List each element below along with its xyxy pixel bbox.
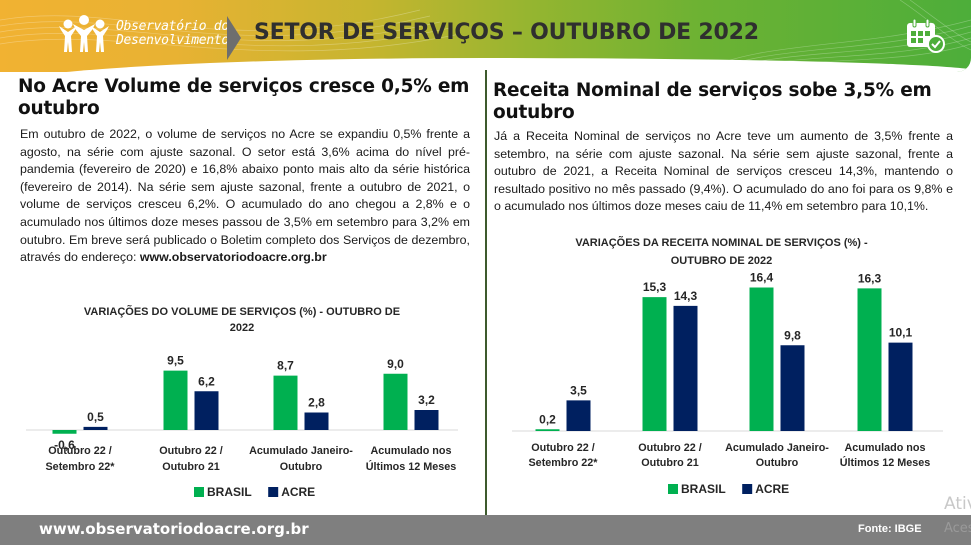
volume-body-text: Em outubro de 2022, o volume de serviços… xyxy=(18,126,470,267)
bar-brasil-0 xyxy=(535,429,560,431)
data-label-brasil-3: 9,0 xyxy=(387,357,404,371)
page-title: SETOR DE SERVIÇOS – OUTUBRO DE 2022 xyxy=(254,20,759,45)
volume-headline: No Acre Volume de serviços cresce 0,5% e… xyxy=(18,76,470,119)
category-label: Outubro 22 / xyxy=(531,442,595,454)
header-bottom-curve xyxy=(0,58,971,72)
bar-brasil-0 xyxy=(52,430,77,434)
data-label-brasil-1: 9,5 xyxy=(167,354,184,368)
category-label: Últimos 12 Meses xyxy=(366,460,457,473)
category-label: Acumulado Janeiro- xyxy=(249,445,353,457)
data-label-acre-3: 10,1 xyxy=(889,326,913,340)
footer-source: Fonte: IBGE xyxy=(858,523,922,535)
data-label-acre-0: 0,5 xyxy=(87,410,104,424)
data-label-acre-2: 9,8 xyxy=(784,328,801,342)
data-label-brasil-1: 15,3 xyxy=(643,280,667,294)
footer-url-link[interactable]: www.observatoriodoacre.org.br xyxy=(39,520,309,538)
bar-brasil-1 xyxy=(163,370,188,430)
activation-watermark-line-2: Aces xyxy=(944,521,971,536)
data-label-brasil-2: 8,7 xyxy=(277,359,294,373)
data-label-acre-3: 3,2 xyxy=(418,393,435,407)
chart-title-line: 2022 xyxy=(230,322,254,334)
logo-line-1: Observatório do xyxy=(116,19,229,34)
category-label: Setembro 22* xyxy=(528,457,598,469)
legend-label-acre: ACRE xyxy=(755,482,789,496)
logo[interactable]: Observatório do Desenvolvimento xyxy=(58,14,229,54)
category-label: Outubro 21 xyxy=(641,457,699,469)
observatorio-link[interactable]: www.observatoriodoacre.org.br xyxy=(139,250,327,265)
bar-brasil-1 xyxy=(642,297,667,431)
data-label-brasil-3: 16,3 xyxy=(858,271,882,285)
category-label: Últimos 12 Meses xyxy=(840,456,931,469)
category-label: Outubro 21 xyxy=(162,461,220,473)
receita-headline: Receita Nominal de serviços sobe 3,5% em… xyxy=(493,80,932,123)
legend-swatch-acre xyxy=(742,484,753,494)
category-label: Outubro 22 / xyxy=(159,445,223,457)
data-label-brasil-0: -0,6 xyxy=(54,438,75,452)
legend-label-brasil: BRASIL xyxy=(207,485,252,499)
bar-acre-3 xyxy=(888,342,913,431)
data-label-acre-1: 6,2 xyxy=(198,374,215,388)
category-label: Outubro 22 / xyxy=(638,442,702,454)
category-label: Acumulado Janeiro- xyxy=(725,442,829,454)
bar-acre-0 xyxy=(83,426,108,430)
bar-acre-1 xyxy=(673,305,698,431)
bar-brasil-3 xyxy=(383,373,408,430)
bar-brasil-2 xyxy=(273,375,298,430)
legend-label-brasil: BRASIL xyxy=(681,482,726,496)
footer-bar: www.observatoriodoacre.org.br Fonte: IBG… xyxy=(0,515,971,545)
activation-watermark-line-1: Ativ xyxy=(944,494,971,514)
logo-line-2: Desenvolvimento xyxy=(116,33,229,48)
legend-swatch-brasil xyxy=(194,487,204,497)
receita-section: Receita Nominal de serviços sobe 3,5% em… xyxy=(493,72,953,216)
chart-title-line: VARIAÇÕES DO VOLUME DE SERVIÇOS (%) - OU… xyxy=(84,305,400,318)
legend-label-acre: ACRE xyxy=(281,485,315,499)
bar-acre-1 xyxy=(194,391,219,430)
category-label: Outubro 22 / xyxy=(48,445,112,457)
category-label: Setembro 22* xyxy=(45,461,115,473)
bar-acre-2 xyxy=(304,412,329,430)
category-label: Outubro xyxy=(756,457,799,469)
bar-acre-3 xyxy=(414,410,439,430)
bar-brasil-2 xyxy=(749,287,774,431)
data-label-acre-2: 2,8 xyxy=(308,396,325,410)
volume-section: No Acre Volume de serviços cresce 0,5% e… xyxy=(18,72,470,267)
legend-swatch-brasil xyxy=(668,484,678,494)
volume-body-paragraph: Em outubro de 2022, o volume de serviços… xyxy=(20,127,470,265)
volume-chart-svg: VARIAÇÕES DO VOLUME DE SERVIÇOS (%) - OU… xyxy=(26,305,458,499)
data-label-acre-0: 3,5 xyxy=(570,383,587,397)
data-label-brasil-2: 16,4 xyxy=(750,271,774,285)
chart-title-line: OUTUBRO DE 2022 xyxy=(671,255,772,267)
bar-acre-2 xyxy=(780,345,805,431)
header-banner: Observatório do Desenvolvimento SETOR DE… xyxy=(0,0,971,72)
receita-chart-svg: VARIAÇÕES DA RECEITA NOMINAL DE SERVIÇOS… xyxy=(512,236,943,496)
category-label: Outubro xyxy=(280,461,323,473)
data-label-brasil-0: 0,2 xyxy=(539,412,556,426)
category-label: Acumulado nos xyxy=(845,442,926,454)
bar-brasil-3 xyxy=(857,288,882,431)
category-label: Acumulado nos xyxy=(371,445,452,457)
chart-title-line: VARIAÇÕES DA RECEITA NOMINAL DE SERVIÇOS… xyxy=(575,236,868,249)
receita-chart: VARIAÇÕES DA RECEITA NOMINAL DE SERVIÇOS… xyxy=(493,232,953,500)
column-divider xyxy=(485,70,487,516)
receita-body-text: Já a Receita Nominal de serviços no Acre… xyxy=(494,129,953,214)
bar-acre-0 xyxy=(566,400,591,431)
calendar-check-icon xyxy=(907,18,945,53)
chevron-right-icon xyxy=(227,16,241,60)
legend-swatch-acre xyxy=(268,487,279,497)
volume-chart: VARIAÇÕES DO VOLUME DE SERVIÇOS (%) - OU… xyxy=(18,296,468,511)
people-logo-icon xyxy=(59,15,109,52)
data-label-acre-1: 14,3 xyxy=(674,289,698,303)
